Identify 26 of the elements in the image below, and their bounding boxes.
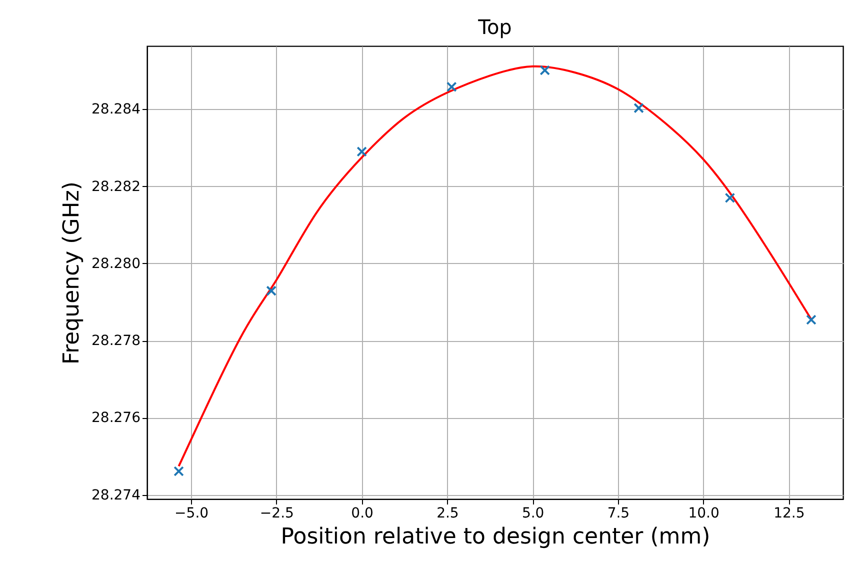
point	[446, 82, 457, 92]
x-tick-label: 10.0	[688, 506, 720, 522]
x-tick-label: −5.0	[174, 506, 209, 522]
point	[806, 314, 816, 325]
line-series	[178, 65, 812, 468]
x-tick-label: 5.0	[522, 506, 544, 522]
y-tick-label: 28.280	[92, 256, 140, 272]
y-tick-label: 28.284	[92, 102, 141, 118]
point	[174, 466, 184, 476]
y-tick-label: 28.282	[92, 178, 140, 195]
point	[266, 286, 276, 296]
y-tick-label: 28.278	[92, 333, 140, 350]
y-tick-label: 28.274	[92, 487, 141, 504]
x-tick-label: 7.5	[607, 506, 630, 522]
point	[540, 65, 550, 76]
point	[634, 102, 644, 114]
point	[356, 146, 367, 157]
chart-title: Top	[477, 15, 512, 39]
x-tick-label: 12.5	[774, 506, 805, 522]
x-tick-label: 0.0	[351, 506, 374, 522]
x-tick-label: −2.5	[260, 506, 294, 522]
point	[724, 192, 736, 204]
y-axis-title: Frequency (GHz)	[60, 182, 85, 364]
x-tick-label: 2.5	[436, 506, 459, 522]
x-axis-title: Position relative to design center (mm)	[280, 524, 710, 550]
y-tick-label: 28.276	[92, 410, 141, 426]
